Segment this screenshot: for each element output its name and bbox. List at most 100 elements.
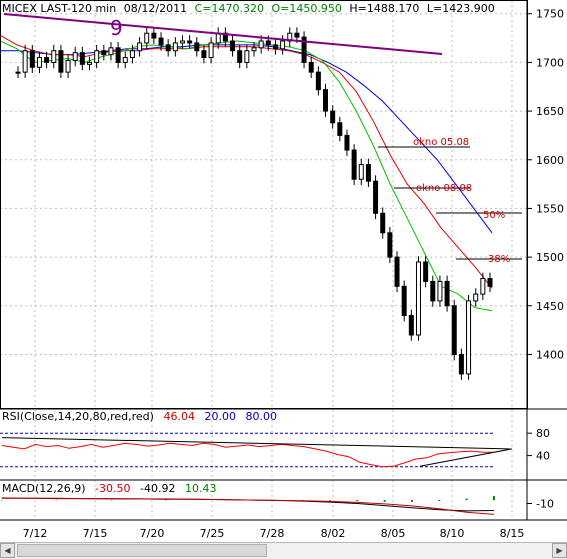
candle-body[interactable]: [344, 134, 350, 151]
candles[interactable]: [15, 27, 493, 380]
fib50-label: 50%: [483, 210, 505, 221]
candle-body[interactable]: [222, 32, 228, 42]
candle-body[interactable]: [165, 44, 171, 52]
candle-body[interactable]: [380, 212, 386, 234]
macd-signal-line: [1, 497, 495, 515]
candle-body[interactable]: [151, 32, 157, 39]
price-tick-label: 1450: [536, 300, 564, 313]
candle-body[interactable]: [251, 47, 257, 52]
candle-body[interactable]: [487, 278, 493, 287]
candle-body[interactable]: [430, 280, 436, 302]
rsi-tick-label: 80: [536, 427, 550, 440]
price-tick-label: 1400: [536, 348, 564, 361]
rsi-line: [1, 442, 494, 468]
okno1-label: okno 05.08: [413, 137, 469, 148]
macd-signal-value: -40.92: [140, 482, 176, 495]
price-tick-label: 1550: [536, 202, 564, 215]
candle-body[interactable]: [337, 122, 343, 136]
low-value: L=1423.900: [426, 2, 495, 15]
candle-body[interactable]: [358, 164, 364, 180]
candle-body[interactable]: [137, 42, 143, 52]
candle-body[interactable]: [437, 280, 443, 302]
candle-body[interactable]: [272, 44, 278, 50]
time-tick-label: 8/10: [440, 527, 465, 540]
chart-header: MICEX LAST-120 min 08/12/2011 C=1470.320…: [2, 2, 499, 15]
candle-body[interactable]: [237, 50, 243, 63]
candle-body[interactable]: [451, 305, 457, 355]
candle-body[interactable]: [65, 59, 71, 73]
candle-body[interactable]: [401, 285, 407, 317]
rsi-name: RSI(Close,14,20,80,red,red): [2, 410, 154, 423]
candle-body[interactable]: [308, 61, 314, 73]
candle-body[interactable]: [315, 71, 321, 91]
overlays: 9 okno 05.08 okno 08.08 50% 38%: [3, 13, 522, 265]
candle-body[interactable]: [44, 57, 50, 63]
candle-body[interactable]: [265, 40, 271, 46]
candle-body[interactable]: [94, 50, 100, 63]
candle-body[interactable]: [22, 50, 28, 73]
candle-body[interactable]: [79, 52, 85, 65]
candle-body[interactable]: [258, 40, 264, 49]
candle-body[interactable]: [158, 37, 164, 46]
candle-body[interactable]: [101, 50, 107, 56]
candle-body[interactable]: [122, 57, 128, 63]
candle-body[interactable]: [144, 32, 150, 44]
ma-mid-line: [0, 34, 493, 289]
open-value: O=1450.950: [271, 2, 342, 15]
horizontal-scrollbar[interactable]: ◀ ▶: [0, 542, 567, 559]
candle-body[interactable]: [473, 293, 479, 302]
candle-body[interactable]: [36, 57, 42, 68]
candle-body[interactable]: [415, 261, 421, 336]
candle-body[interactable]: [208, 42, 214, 59]
candle-body[interactable]: [280, 40, 286, 50]
candle-body[interactable]: [244, 50, 250, 63]
scroll-right-icon[interactable]: ▶: [552, 543, 567, 558]
time-tick-label: 7/25: [200, 527, 225, 540]
candle-body[interactable]: [172, 42, 178, 52]
candle-body[interactable]: [365, 164, 371, 182]
price-tick-label: 1700: [536, 56, 564, 69]
rsi-low: 20.00: [204, 410, 236, 423]
candle-body[interactable]: [408, 315, 414, 336]
time-tick-label: 7/15: [83, 527, 108, 540]
candle-body[interactable]: [230, 40, 236, 52]
candle-body[interactable]: [87, 61, 93, 65]
wave-label: 9: [110, 16, 123, 40]
candle-body[interactable]: [351, 149, 357, 180]
time-tick-label: 7/20: [140, 527, 165, 540]
candle-body[interactable]: [72, 52, 78, 61]
chart-canvas[interactable]: 9 okno 05.08 okno 08.08 50% 38% 1750 1700…: [0, 0, 567, 542]
candle-body[interactable]: [201, 50, 207, 59]
candle-body[interactable]: [179, 40, 185, 44]
candle-body[interactable]: [330, 110, 336, 124]
candle-body[interactable]: [444, 280, 450, 307]
candle-body[interactable]: [187, 40, 193, 44]
candle-body[interactable]: [115, 47, 121, 63]
candle-body[interactable]: [423, 261, 429, 282]
candle-body[interactable]: [466, 300, 472, 375]
candle-body[interactable]: [15, 71, 21, 74]
candle-body[interactable]: [51, 50, 57, 63]
candle-body[interactable]: [323, 89, 329, 112]
time-tick-label: 8/02: [321, 527, 346, 540]
candle-body[interactable]: [301, 36, 307, 63]
rsi-panel: [0, 432, 513, 468]
scroll-left-icon[interactable]: ◀: [0, 543, 15, 558]
axes: 1750 1700 1650 1600 1550 1500 1450 1400 7/12 7/15…: [0, 0, 567, 540]
candle-body[interactable]: [373, 180, 379, 214]
scroll-thumb[interactable]: [17, 544, 267, 557]
candle-body[interactable]: [194, 42, 200, 52]
candle-body[interactable]: [29, 50, 35, 68]
candle-body[interactable]: [394, 256, 400, 287]
candle-body[interactable]: [387, 232, 393, 258]
candle-body[interactable]: [458, 353, 464, 375]
candle-body[interactable]: [58, 50, 64, 73]
grid: [0, 0, 527, 520]
candle-body[interactable]: [129, 50, 135, 59]
close-value: C=1470.320: [194, 2, 264, 15]
candle-body[interactable]: [480, 278, 486, 295]
candle-body[interactable]: [294, 32, 300, 38]
candle-body[interactable]: [108, 47, 114, 56]
macd-value: -30.50: [95, 482, 131, 495]
